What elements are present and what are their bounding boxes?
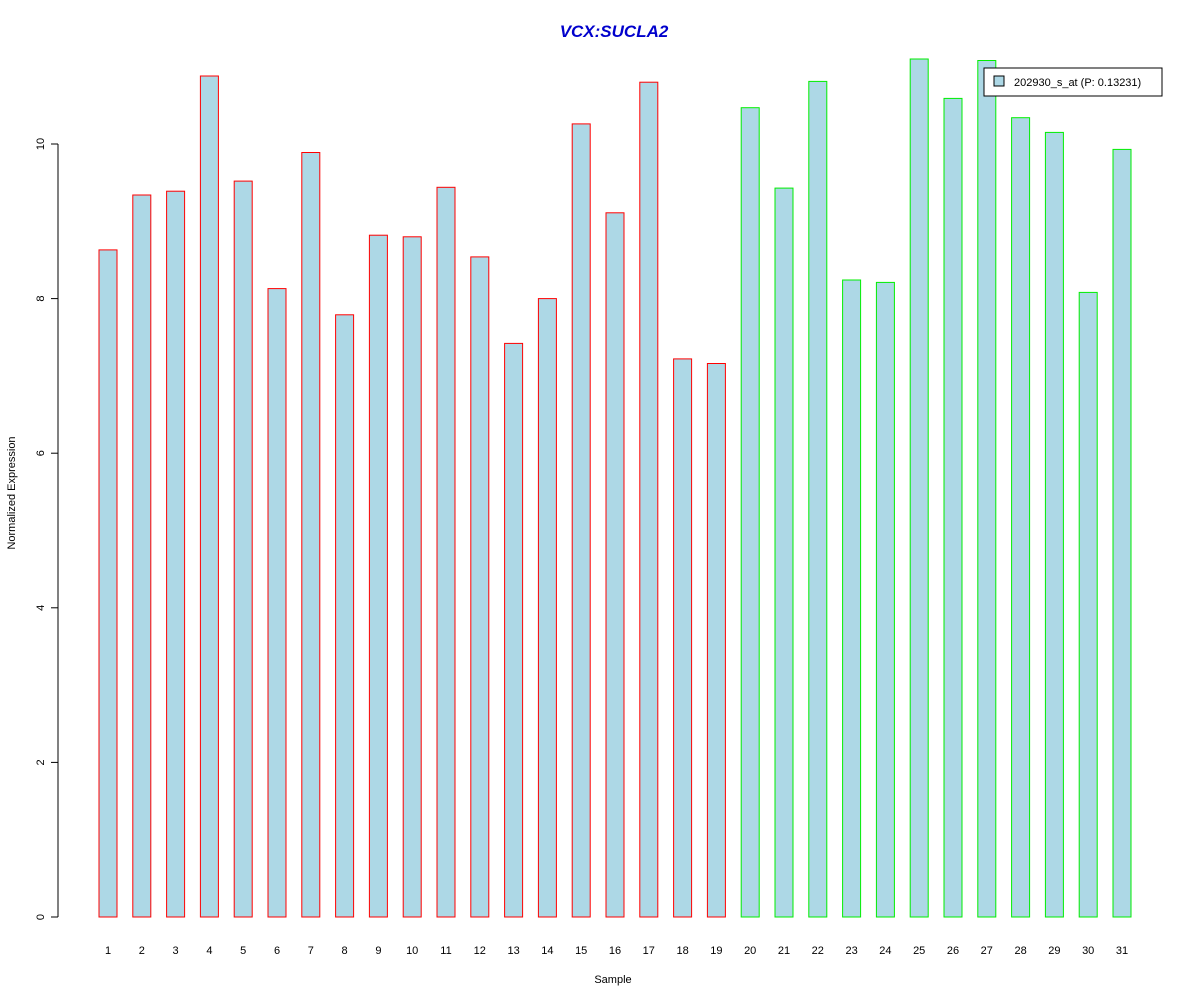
x-axis-tick-label: 19 <box>710 945 722 957</box>
bar-sample-7 <box>301 152 321 918</box>
x-axis-tick-label: 9 <box>375 945 381 957</box>
x-axis-tick-label: 12 <box>474 945 486 957</box>
x-axis-tick-label: 2 <box>139 945 145 957</box>
x-axis-tick-label: 17 <box>643 945 655 957</box>
x-axis-tick-label: 3 <box>173 945 179 957</box>
y-axis-tick-label: 10 <box>35 138 47 150</box>
x-axis-tick-label: 13 <box>507 945 519 957</box>
x-axis-label: Sample <box>594 974 631 986</box>
bar-sample-26 <box>943 97 963 918</box>
x-axis-tick-labels: 1 2 3 4 5 6 7 8 9 10 11 12 13 14 15 16 17 18 19 20 21 22 23 24 2… <box>105 945 1128 957</box>
bar-sample-25 <box>909 58 929 918</box>
bar-sample-24 <box>875 281 895 918</box>
x-axis-tick-label: 23 <box>845 945 857 957</box>
x-axis-tick-label: 27 <box>981 945 993 957</box>
x-axis-tick-label: 7 <box>308 945 314 957</box>
x-axis-tick-label: 16 <box>609 945 621 957</box>
bar-sample-19 <box>706 363 726 918</box>
y-axis-label: Normalized Expression <box>6 436 18 549</box>
bar-sample-29 <box>1044 131 1064 918</box>
bar-sample-2 <box>132 194 152 918</box>
x-axis-tick-label: 20 <box>744 945 756 957</box>
bar-sample-5 <box>233 180 253 918</box>
bar-sample-11 <box>436 186 456 918</box>
bar-sample-18 <box>673 358 693 918</box>
x-axis-tick-label: 21 <box>778 945 790 957</box>
x-axis-tick-label: 4 <box>206 945 212 957</box>
bar-sample-8 <box>335 314 355 918</box>
x-axis-tick-label: 5 <box>240 945 246 957</box>
legend: 202930_s_at (P: 0.13231) <box>983 67 1163 97</box>
bar-sample-21 <box>774 187 794 918</box>
bar-sample-17 <box>639 81 659 918</box>
y-axis-tick-label: 6 <box>35 450 47 456</box>
bar-sample-3 <box>166 190 186 918</box>
x-axis-tick-label: 8 <box>342 945 348 957</box>
x-axis-tick-label: 29 <box>1048 945 1060 957</box>
bars <box>98 58 1132 918</box>
chart-title: VCX:SUCLA2 <box>560 22 669 41</box>
x-axis-tick-label: 25 <box>913 945 925 957</box>
x-axis-tick-label: 30 <box>1082 945 1094 957</box>
bar-sample-22 <box>808 80 828 918</box>
x-axis-tick-label: 18 <box>676 945 688 957</box>
x-axis-tick-label: 15 <box>575 945 587 957</box>
y-axis-tick-label: 0 <box>35 914 47 920</box>
x-axis-tick-label: 10 <box>406 945 418 957</box>
y-axis-tick-label: 8 <box>35 296 47 302</box>
bar-sample-14 <box>537 298 557 918</box>
bar-sample-30 <box>1078 291 1098 918</box>
bar-sample-31 <box>1112 148 1132 918</box>
bar-sample-15 <box>571 123 591 918</box>
x-axis-tick-label: 24 <box>879 945 891 957</box>
bar-sample-6 <box>267 288 287 918</box>
bar-sample-12 <box>470 256 490 918</box>
bar-sample-20 <box>740 107 760 918</box>
x-axis-tick-label: 26 <box>947 945 959 957</box>
bar-sample-4 <box>199 75 219 918</box>
x-axis-tick-label: 31 <box>1116 945 1128 957</box>
x-axis-tick-label: 22 <box>812 945 824 957</box>
bar-sample-27 <box>977 60 997 918</box>
legend-label: 202930_s_at (P: 0.13231) <box>1014 77 1141 89</box>
legend-swatch <box>993 75 1005 87</box>
x-axis-tick-label: 11 <box>440 945 451 957</box>
bar-sample-1 <box>98 249 118 918</box>
y-axis-tick-label: 4 <box>35 605 47 611</box>
x-axis-tick-label: 1 <box>105 945 111 957</box>
bar-sample-13 <box>504 342 524 918</box>
bar-sample-9 <box>368 234 388 918</box>
bar-sample-10 <box>402 236 422 918</box>
x-axis-tick-label: 14 <box>541 945 553 957</box>
y-axis-tick-label: 2 <box>35 759 47 765</box>
bar-sample-23 <box>842 279 862 918</box>
y-axis: 0 2 4 6 8 10 <box>35 138 59 920</box>
legend-box <box>983 67 1163 97</box>
x-axis-tick-label: 6 <box>274 945 280 957</box>
x-axis-tick-label: 28 <box>1014 945 1026 957</box>
bar-sample-28 <box>1011 117 1031 918</box>
bar-sample-16 <box>605 212 625 918</box>
